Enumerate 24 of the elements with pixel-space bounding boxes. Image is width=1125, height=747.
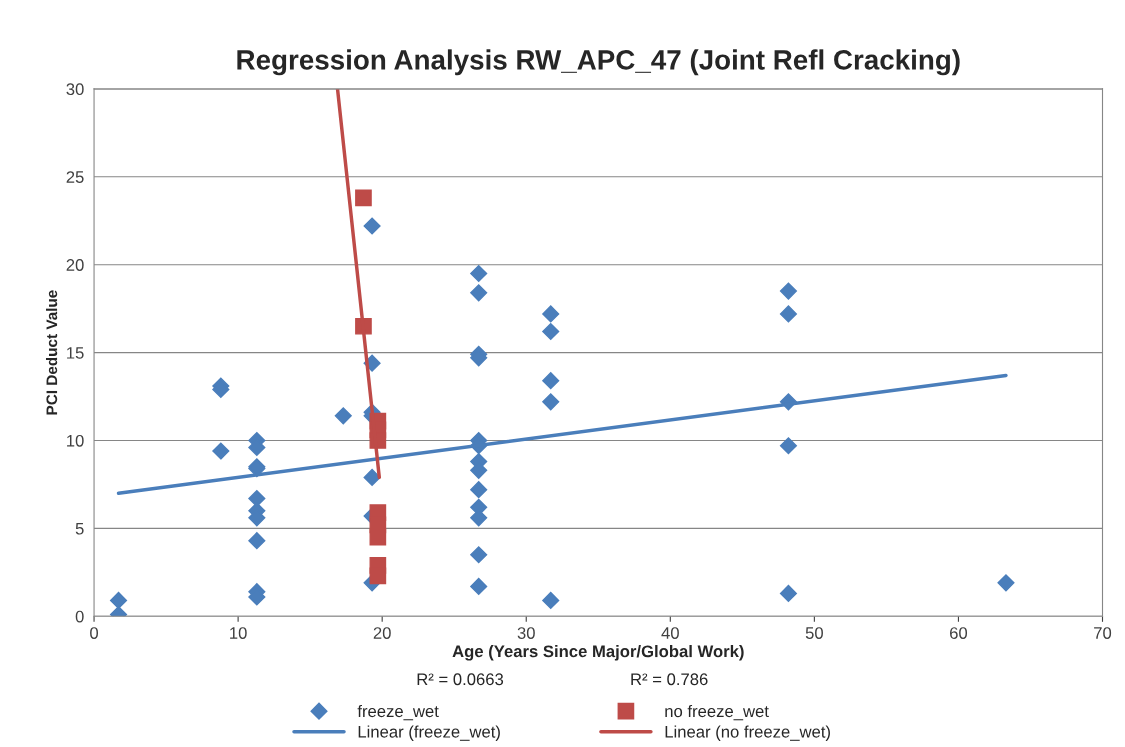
- text: R² = 0.0663: [417, 673, 504, 686]
- y-tick-label: 25: [66, 171, 84, 183]
- legend-label: freeze_wet: [357, 704, 439, 721]
- x-tick-label: 30: [517, 627, 535, 639]
- y-tick-label: 20: [66, 259, 84, 271]
- legend-label: no freeze_wet: [665, 704, 769, 721]
- x-tick-label: 60: [950, 627, 968, 639]
- y-tick-label: 15: [67, 347, 84, 359]
- legend-label: Linear (freeze_wet): [358, 725, 500, 741]
- x-tick-label: 70: [1094, 627, 1112, 639]
- text: R² = 0.786: [631, 673, 708, 686]
- y-tick-label: 10: [67, 434, 84, 447]
- x-axis-title: Age (Years Since Major/Global Work): [452, 645, 744, 661]
- y-tick-label: 5: [75, 522, 84, 535]
- x-tick-label: 20: [373, 627, 391, 639]
- legend-label: Linear (no freeze_wet): [665, 725, 830, 741]
- x-tick-label: 10: [230, 627, 247, 639]
- x-tick-label: 50: [805, 627, 823, 639]
- y-axis-title: PCI Deduct Value: [45, 290, 58, 415]
- y-tick-label: 30: [66, 83, 84, 96]
- chart-title: Regression Analysis RW_APC_47 (Joint Refl Cracking): [237, 49, 960, 76]
- y-tick-label: 0: [75, 610, 84, 623]
- x-tick-label: 0: [90, 627, 99, 639]
- x-tick-label: 40: [661, 627, 679, 639]
